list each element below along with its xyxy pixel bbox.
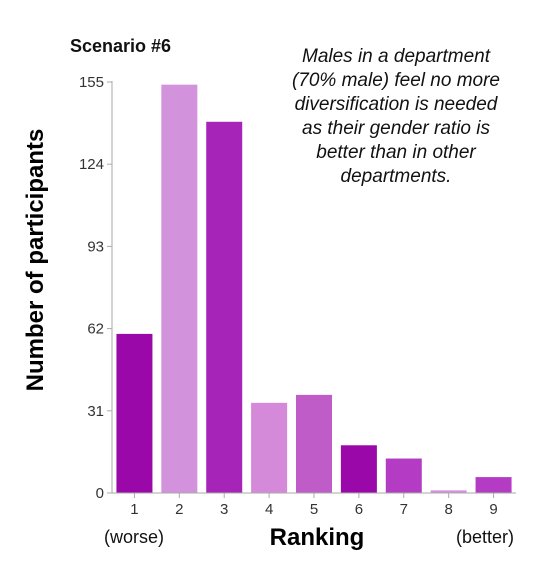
bar-5 — [296, 394, 332, 493]
y-tick-label: 31 — [87, 403, 104, 420]
annotation-line: diversification is needed — [295, 94, 499, 115]
y-tick-label: 124 — [79, 156, 104, 173]
x-tick-label: 2 — [175, 501, 183, 518]
x-tick-label: 1 — [130, 501, 138, 518]
chart-title: Scenario #6 — [70, 36, 171, 56]
x-axis-label: Ranking — [270, 524, 365, 551]
y-axis-ticks: 0 31 62 93 124 155 — [79, 74, 112, 502]
y-axis-label: Number of participants — [22, 129, 49, 392]
bar-7 — [385, 458, 422, 493]
annotation-line: (70% male) feel no more — [292, 70, 500, 91]
x-tick-label: 5 — [310, 501, 318, 518]
x-axis-ticks: 1 2 3 4 5 6 7 8 9 — [130, 493, 498, 518]
x-tick-label: 4 — [265, 501, 273, 518]
y-tick-label: 0 — [96, 485, 104, 502]
bar-2 — [161, 84, 198, 493]
bar-1 — [116, 333, 153, 493]
y-tick-label: 93 — [87, 238, 104, 255]
bar-6 — [340, 445, 377, 493]
annotation-line: Males in a department — [302, 46, 491, 67]
bar-4 — [251, 402, 288, 493]
bar-9 — [475, 477, 512, 493]
x-tick-label: 6 — [355, 501, 363, 518]
x-tick-label: 7 — [400, 501, 408, 518]
x-end-note: (better) — [456, 527, 514, 547]
annotation-line: as their gender ratio is — [302, 118, 490, 139]
annotation-line: better than in other — [316, 142, 476, 163]
y-tick-label: 62 — [87, 321, 104, 338]
x-start-note: (worse) — [104, 527, 164, 547]
y-tick-label: 155 — [79, 74, 104, 91]
chart-annotation: Males in a department (70% male) feel no … — [292, 46, 500, 187]
annotation-line: departments. — [341, 166, 452, 187]
bar-3 — [206, 121, 243, 493]
x-tick-label: 8 — [444, 501, 452, 518]
bars — [116, 84, 512, 493]
bar-8 — [430, 490, 467, 493]
x-tick-label: 3 — [220, 501, 228, 518]
x-tick-label: 9 — [489, 501, 497, 518]
